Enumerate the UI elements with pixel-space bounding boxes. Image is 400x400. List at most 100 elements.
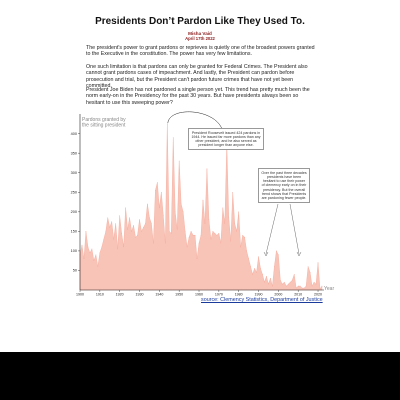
x-tick-label-1950: 1950: [175, 293, 183, 297]
data-point-2006: [289, 281, 291, 283]
data-point-2015: [307, 266, 309, 267]
data-point-1990: [258, 256, 259, 258]
data-point-1952: [182, 211, 184, 213]
data-point-1957: [192, 234, 194, 236]
y-tick-label-50: 50: [73, 269, 77, 273]
annotation-connector-recent-right: [289, 203, 300, 255]
data-point-1903: [85, 231, 87, 232]
data-point-1905: [89, 252, 91, 254]
data-point-1967: [212, 231, 214, 232]
data-point-2008: [293, 274, 295, 275]
data-point-1979: [236, 231, 238, 232]
annotation-roosevelt: President Roosevelt issued 424 pardons i…: [188, 128, 264, 151]
data-point-2004: [285, 285, 287, 287]
x-tick-label-1980: 1980: [235, 293, 243, 297]
data-point-1926: [131, 231, 132, 232]
x-tick-label-1940: 1940: [155, 293, 163, 297]
data-point-1914: [107, 217, 109, 219]
source-link[interactable]: source: Clemency Statistics, Department …: [201, 297, 323, 303]
data-point-1956: [190, 231, 192, 232]
data-point-2005: [287, 283, 289, 285]
data-point-1907: [93, 260, 95, 262]
footer-bar: [0, 352, 400, 400]
data-point-1911: [101, 246, 103, 248]
data-point-1977: [232, 191, 234, 193]
data-point-1987: [252, 274, 253, 275]
data-point-2009: [295, 287, 297, 289]
data-point-1916: [111, 221, 113, 222]
pardons-area: [79, 124, 323, 291]
annotation-connector-roosevelt: [167, 111, 223, 130]
x-axis-label: Year: [324, 286, 334, 292]
data-point-1938: [155, 189, 156, 191]
data-point-1989: [256, 272, 257, 273]
data-point-1997: [272, 285, 273, 287]
data-point-1993: [264, 281, 265, 283]
data-point-2007: [291, 279, 293, 281]
data-point-1913: [105, 231, 107, 232]
data-point-1946: [170, 232, 172, 234]
data-point-1971: [220, 242, 222, 244]
data-point-1978: [234, 223, 236, 224]
data-point-1959: [196, 258, 198, 260]
y-axis-label: Pardons granted by the sitting president: [82, 117, 126, 129]
data-point-1928: [135, 236, 136, 238]
data-point-1918: [115, 223, 117, 224]
paragraph-limitations: One such limitation is that pardons can …: [86, 64, 308, 90]
data-point-1927: [133, 225, 134, 226]
data-point-2018: [313, 281, 315, 283]
data-point-1958: [194, 234, 196, 236]
y-tick-label-250: 250: [71, 190, 77, 194]
data-point-2012: [301, 287, 303, 289]
data-point-1988: [254, 268, 255, 269]
y-tick-label-150: 150: [71, 230, 77, 234]
y-tick-label-200: 200: [71, 210, 77, 214]
data-point-1994: [266, 275, 267, 277]
article-date: April 17th 2022: [185, 36, 215, 41]
data-point-2000: [278, 254, 279, 256]
data-point-1912: [103, 238, 105, 240]
paragraph-intro: The president's power to grant pardons o…: [86, 45, 315, 58]
data-point-1980: [238, 211, 240, 213]
data-point-1964: [206, 168, 208, 170]
data-point-1995: [268, 283, 269, 285]
data-point-1984: [246, 250, 247, 252]
data-point-1925: [129, 217, 130, 219]
article-title: Presidents Don’t Pardon Like They Used T…: [95, 16, 305, 27]
data-point-1931: [141, 231, 142, 232]
data-point-1943: [164, 242, 166, 244]
y-tick-label-100: 100: [71, 249, 77, 253]
data-point-1940: [158, 207, 160, 209]
data-point-1985: [248, 258, 249, 260]
data-point-1953: [184, 231, 186, 232]
y-tick-label-350: 350: [71, 151, 77, 155]
annotation-recent-trend: Over the past three decades presidents h…: [258, 168, 310, 204]
data-point-1908: [95, 254, 97, 256]
x-tick-label-1930: 1930: [136, 293, 144, 297]
y-tick-label-400: 400: [71, 132, 77, 136]
data-point-1947: [172, 137, 174, 138]
x-tick-label-1990: 1990: [255, 293, 263, 297]
data-point-1935: [149, 217, 150, 219]
data-point-1969: [216, 234, 218, 236]
data-point-1982: [242, 234, 244, 236]
data-point-1976: [230, 240, 232, 242]
data-point-1968: [214, 232, 216, 234]
data-point-2014: [305, 285, 307, 287]
pardons-area-chart: 1900 1910 1920 1930 1940 1950 1960 1970 1980 1990…: [71, 111, 334, 297]
data-point-1973: [224, 223, 226, 224]
data-point-1910: [99, 252, 101, 254]
data-point-2002: [281, 283, 283, 285]
data-point-2011: [299, 285, 301, 287]
data-point-1933: [145, 223, 146, 224]
data-point-1981: [240, 246, 242, 248]
y-tick-label-300: 300: [71, 171, 77, 175]
data-point-1904: [87, 246, 89, 248]
data-point-1909: [97, 266, 99, 267]
data-point-1966: [210, 238, 212, 240]
paragraph-biden: President Joe Biden has not pardoned a s…: [86, 87, 310, 106]
data-point-1920: [119, 215, 121, 217]
data-point-2017: [311, 285, 313, 287]
data-point-2001: [279, 279, 281, 281]
article-author: Misha Vaid: [188, 31, 212, 36]
